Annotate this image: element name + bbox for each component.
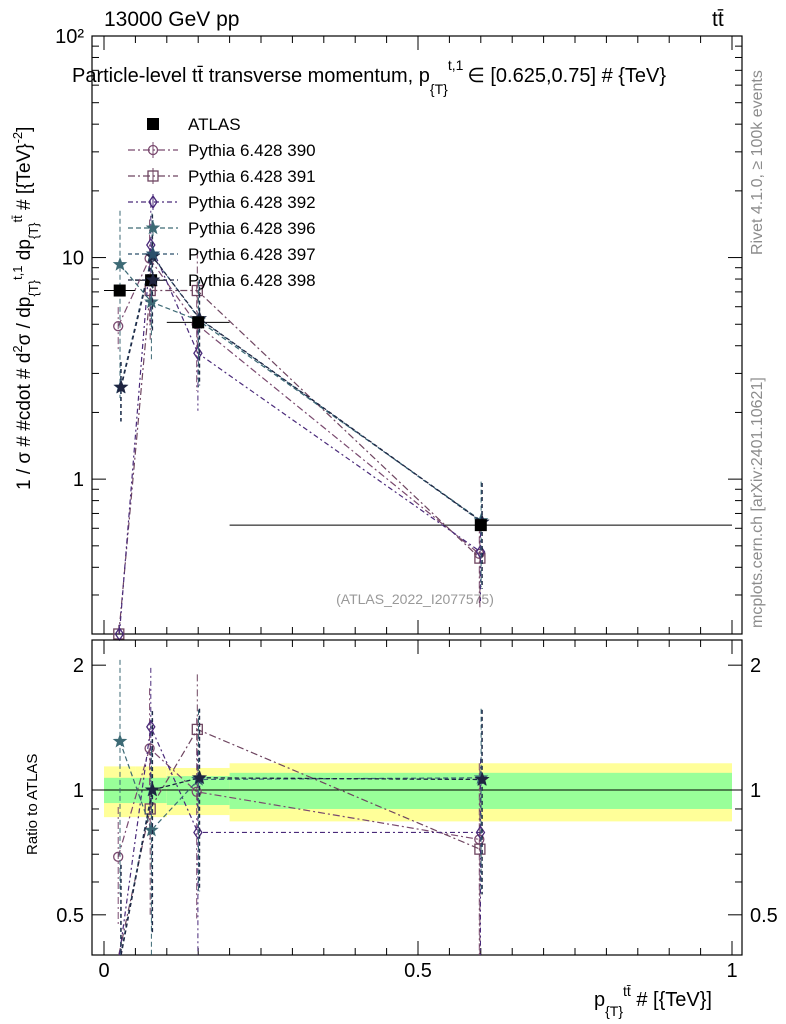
- ratio-series-392: [118, 667, 486, 956]
- legend-atlas-marker: [147, 118, 159, 130]
- plot-title: Particle-level tt̄ transverse momentum, …: [72, 57, 666, 97]
- series-line: [117, 257, 480, 555]
- series-point: [113, 321, 124, 332]
- series-line: [120, 255, 483, 523]
- series-point: [146, 237, 156, 253]
- atlas-point: [192, 316, 205, 329]
- main-frame: [91, 35, 743, 635]
- series-line: [118, 244, 481, 635]
- analysis-watermark: (ATLAS_2022_I2077575): [336, 591, 494, 607]
- ratio-point: [475, 825, 486, 840]
- y-tick-label: 10: [62, 248, 84, 270]
- series-point: [144, 294, 159, 309]
- ratio-line: [118, 724, 481, 956]
- series-392: [114, 202, 486, 642]
- legend-marker: [147, 144, 159, 156]
- ratio-tick-label: 1: [73, 780, 84, 802]
- x-tick-label: 1: [726, 960, 737, 982]
- legend-marker: [145, 272, 161, 287]
- ratio-frame: [91, 639, 743, 956]
- ratio-line: [120, 777, 483, 956]
- series-point: [475, 544, 486, 559]
- ratio-line: [117, 747, 480, 857]
- atlas-point: [113, 284, 126, 297]
- series-point: [191, 284, 203, 297]
- legend-marker: [148, 194, 158, 210]
- rivet-label: Rivet 4.1.0, ≥ 100k events: [749, 70, 766, 255]
- ratio-point: [192, 770, 208, 785]
- energy-label: 13000 GeV pp: [104, 8, 239, 31]
- legend-label: Pythia 6.428 398: [188, 271, 316, 290]
- ratio-tick-label-right: 0.5: [750, 905, 778, 927]
- legend-label: Pythia 6.428 397: [188, 245, 316, 264]
- legend-label: Pythia 6.428 396: [188, 219, 316, 238]
- legend-marker: [145, 246, 161, 261]
- mcplots-label: mcplots.cern.ch [arXiv:2401.10621]: [749, 377, 766, 628]
- ratio-axis-title: Ratio to ATLAS: [24, 754, 41, 855]
- ratio-point: [191, 723, 203, 736]
- y-axis-title: 1 / σ # #cdot # d2σ / dp{T}t,1 dp{T}tt̄ …: [10, 127, 41, 490]
- ratio-point: [146, 719, 156, 735]
- ratio-series-398: [120, 708, 490, 956]
- legend-label: Pythia 6.428 392: [188, 193, 316, 212]
- y-tick-label: 1: [73, 469, 84, 491]
- ratio-point: [145, 782, 160, 797]
- legend-marker: [145, 220, 161, 235]
- ratio-tick-label: 2: [73, 655, 84, 677]
- legend: ATLAS Pythia 6.428 390 Pythia 6.428 391 Pyt…: [128, 115, 316, 290]
- ratio-point: [144, 822, 159, 837]
- ratio-point: [113, 851, 124, 862]
- x-axis-title: p{T}tt̄ # [{TeV}]: [594, 983, 712, 1019]
- ratio-point: [144, 803, 156, 815]
- atlas-point: [474, 519, 487, 532]
- y-tick-label: 10²: [55, 26, 84, 48]
- ratio-point: [191, 786, 202, 797]
- ratio-point: [112, 733, 128, 748]
- legend-marker: [147, 170, 159, 182]
- series-line: [118, 289, 481, 635]
- series-396: [112, 210, 489, 588]
- ratio-tick-label-right: 2: [750, 655, 761, 677]
- process-label: tt̄: [712, 8, 724, 31]
- series-point: [193, 346, 203, 361]
- legend-atlas-label: ATLAS: [188, 115, 241, 134]
- ratio-tick-label: 0.5: [56, 905, 84, 927]
- series-point: [112, 256, 128, 271]
- ratio-series-390: [113, 688, 485, 955]
- ratio-panel: 0.5 0.5 1 1 2 2 0 0.5 1: [56, 639, 778, 982]
- ratio-point: [474, 843, 486, 855]
- series-point: [474, 552, 486, 564]
- legend-label: Pythia 6.428 390: [188, 141, 316, 160]
- x-tick-label: 0: [98, 960, 109, 982]
- series-397: [113, 213, 490, 589]
- x-tick-label: 0.5: [404, 960, 432, 982]
- ratio-tick-label-right: 1: [750, 780, 761, 802]
- ratio-line: [118, 728, 481, 956]
- series-point: [113, 379, 129, 394]
- legend-label: Pythia 6.428 391: [188, 167, 316, 186]
- ratio-point: [193, 825, 203, 840]
- ratio-point: [144, 743, 155, 754]
- ratio-point: [474, 771, 490, 786]
- main-panel: 1 10 10²: [55, 26, 743, 642]
